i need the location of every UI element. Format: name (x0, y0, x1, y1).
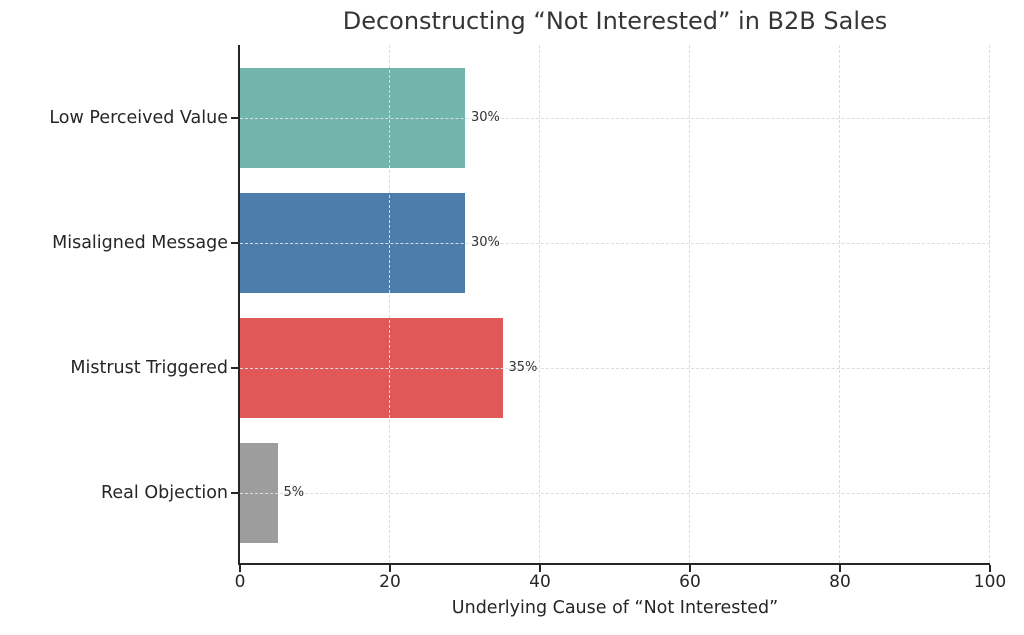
vertical-gridline-100 (989, 45, 990, 563)
horizontal-gridline-3 (240, 493, 990, 494)
plot-area (231, 45, 991, 572)
value-label-3: 5% (283, 485, 305, 500)
horizontal-gridline-0 (240, 118, 990, 119)
x-tick-label-80: 80 (829, 572, 851, 592)
category-label-0: Low Perceived Value (49, 108, 228, 128)
category-label-2: Mistrust Triggered (70, 358, 228, 378)
x-axis-spine (238, 563, 990, 565)
x-tick-0 (239, 565, 241, 572)
y-tick-1 (231, 242, 238, 244)
x-axis-label: Underlying Cause of “Not Interested” (451, 598, 779, 618)
vertical-gridline-80 (839, 45, 840, 563)
chart-title: Deconstructing “Not Interested” in B2B S… (342, 7, 888, 35)
y-tick-0 (231, 117, 238, 119)
x-tick-40 (539, 565, 541, 572)
x-tick-label-20: 20 (379, 572, 401, 592)
value-label-0: 30% (471, 110, 500, 125)
x-tick-label-60: 60 (679, 572, 701, 592)
x-tick-label-0: 0 (234, 572, 246, 592)
x-tick-label-40: 40 (529, 572, 551, 592)
x-tick-60 (689, 565, 691, 572)
x-tick-80 (839, 565, 841, 572)
x-tick-label-100: 100 (973, 572, 1007, 592)
y-tick-3 (231, 492, 238, 494)
y-tick-2 (231, 367, 238, 369)
horizontal-gridline-1 (240, 243, 990, 244)
vertical-gridline-60 (689, 45, 690, 563)
x-tick-100 (989, 565, 991, 572)
value-label-1: 30% (471, 235, 500, 250)
value-label-2: 35% (508, 360, 538, 375)
vertical-gridline-40 (539, 45, 540, 563)
y-axis-spine (238, 45, 240, 563)
category-label-3: Real Objection (101, 483, 228, 503)
horizontal-gridline-2 (240, 368, 990, 369)
category-label-1: Misaligned Message (52, 233, 228, 253)
vertical-gridline-20 (389, 45, 390, 563)
x-tick-20 (389, 565, 391, 572)
